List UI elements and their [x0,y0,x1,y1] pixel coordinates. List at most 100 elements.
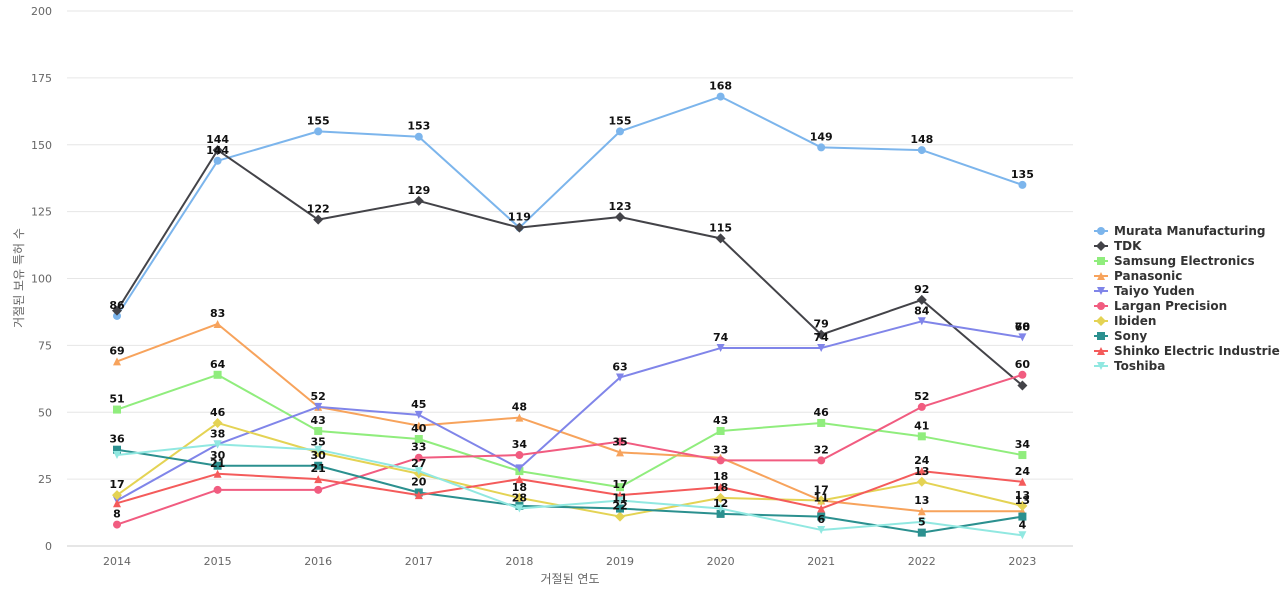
data-label: 78 [1015,320,1030,333]
data-point [414,421,423,430]
data-point [616,483,624,492]
data-label: 33 [411,441,426,454]
legend-item[interactable]: Panasonic [1094,269,1182,283]
data-label: 129 [407,184,430,197]
series-line [116,443,1023,537]
data-label: 13 [1015,494,1030,507]
series-line [116,470,1023,510]
legend-item[interactable]: Shinko Electric Industries [1094,344,1280,358]
data-label: 144 [206,144,229,157]
series-line [116,149,1024,387]
data-point [213,461,222,470]
data-label: 79 [814,318,829,331]
series-line [116,320,1023,502]
data-point [615,211,625,222]
data-label: 119 [508,211,531,224]
data-label: 13 [914,494,929,507]
data-point [616,437,624,446]
data-label: 17 [612,478,627,491]
x-tick-label: 2017 [405,555,433,568]
series-line [116,448,1023,534]
series-3 [113,319,1027,516]
data-point [816,329,827,340]
data-point [817,456,826,465]
data-label: 123 [609,200,632,213]
data-point [414,410,423,419]
data-label: 33 [713,443,728,456]
legend-label: Shinko Electric Industries [1114,344,1280,358]
data-point [817,344,826,353]
legend-item[interactable]: Toshiba [1094,359,1165,373]
data-point [112,490,122,501]
data-point [916,476,927,487]
data-label: 155 [609,114,632,127]
legend-marker [1097,227,1105,235]
data-point [514,222,525,233]
data-label: 51 [109,393,124,406]
data-point [212,145,223,156]
x-axis-ticks: 2014 2015 2016 2017 2018 2019 2020 2021 2022 2023 [103,555,1036,568]
data-point [213,370,222,379]
data-label: 135 [1011,168,1034,181]
series-line [116,373,1023,489]
y-tick-label: 0 [45,540,52,553]
data-label: 27 [411,457,426,470]
x-tick-label: 2022 [908,555,936,568]
x-tick-label: 2023 [1008,555,1036,568]
data-point [817,525,826,534]
data-label: 52 [311,390,326,403]
data-label: 24 [914,454,930,467]
data-label: 149 [810,130,833,143]
series-lines [112,92,1028,540]
data-point [213,440,222,449]
data-point [515,475,524,484]
legend-item[interactable]: Murata Manufacturing [1094,224,1266,238]
data-point [817,512,826,521]
data-point [515,464,524,473]
x-tick-label: 2016 [304,555,332,568]
data-point [616,504,624,513]
legend-item[interactable]: Sony [1094,329,1147,343]
data-label: 41 [914,419,929,432]
data-point [1017,500,1028,511]
data-label: 21 [210,457,225,470]
data-label: 86 [109,299,125,312]
legend-item[interactable]: Taiyo Yuden [1094,284,1195,298]
legend-item[interactable]: TDK [1094,239,1142,253]
legend-item[interactable]: Samsung Electronics [1094,254,1255,268]
data-label: 74 [814,331,830,344]
data-point [917,528,926,537]
data-point [414,435,423,443]
data-point [817,418,826,427]
data-point [414,491,423,500]
data-point [413,195,424,206]
data-label: 17 [109,478,124,491]
data-label: 32 [814,443,829,456]
data-point [515,413,524,422]
legend-marker [1097,332,1105,340]
data-point [715,233,726,244]
data-point [716,456,725,465]
legend-item[interactable]: Largan Precision [1094,299,1227,313]
data-label: 60 [1015,358,1031,371]
data-label: 52 [914,390,929,403]
legend-marker [1097,302,1105,310]
data-label: 122 [307,203,330,216]
legend-marker [1097,362,1105,370]
data-label: 43 [311,414,326,427]
data-point [112,305,122,316]
data-label: 74 [713,331,729,344]
data-label: 36 [109,433,125,446]
data-label: 48 [512,401,527,414]
data-point [213,156,222,165]
data-point [917,467,926,476]
data-point [716,483,725,492]
legend-item[interactable]: Ibiden [1094,314,1156,328]
legend-label: TDK [1114,239,1142,253]
series-2 [113,370,1027,492]
legend-label: Murata Manufacturing [1114,224,1266,238]
data-point [1018,477,1027,486]
data-point [113,357,121,366]
